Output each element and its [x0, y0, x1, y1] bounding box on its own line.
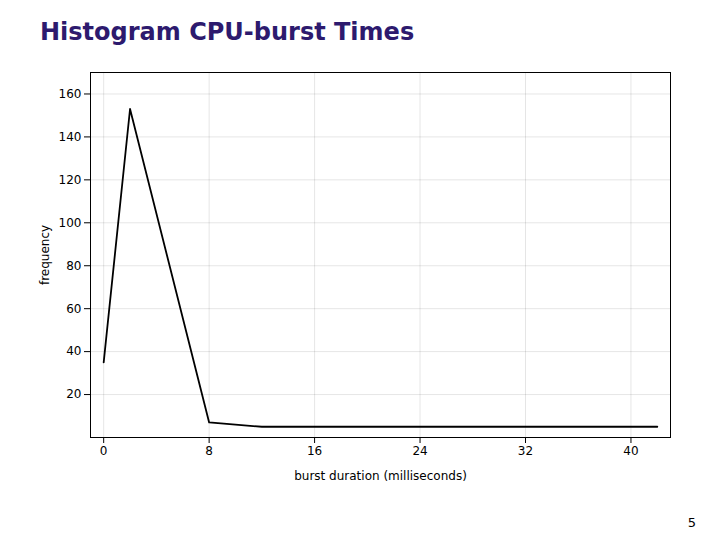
- svg-text:frequency: frequency: [38, 225, 52, 285]
- svg-text:120: 120: [59, 173, 82, 187]
- svg-text:40: 40: [66, 344, 81, 358]
- svg-text:20: 20: [66, 387, 81, 401]
- svg-text:60: 60: [66, 302, 81, 316]
- svg-text:32: 32: [518, 444, 533, 458]
- svg-text:80: 80: [66, 259, 81, 273]
- html-text:5: 5: [687, 515, 696, 530]
- svg-text:24: 24: [412, 444, 427, 458]
- html-text:Histogram CPU-burst Times: Histogram CPU-burst Times: [40, 18, 415, 46]
- svg-text:0: 0: [100, 444, 108, 458]
- svg-text:160: 160: [59, 87, 82, 101]
- svg-text:100: 100: [59, 216, 82, 230]
- svg-text:8: 8: [205, 444, 213, 458]
- svg-text:40: 40: [623, 444, 638, 458]
- svg-text:16: 16: [307, 444, 322, 458]
- svg-text:burst duration (milliseconds): burst duration (milliseconds): [294, 469, 467, 483]
- svg-text:140: 140: [59, 130, 82, 144]
